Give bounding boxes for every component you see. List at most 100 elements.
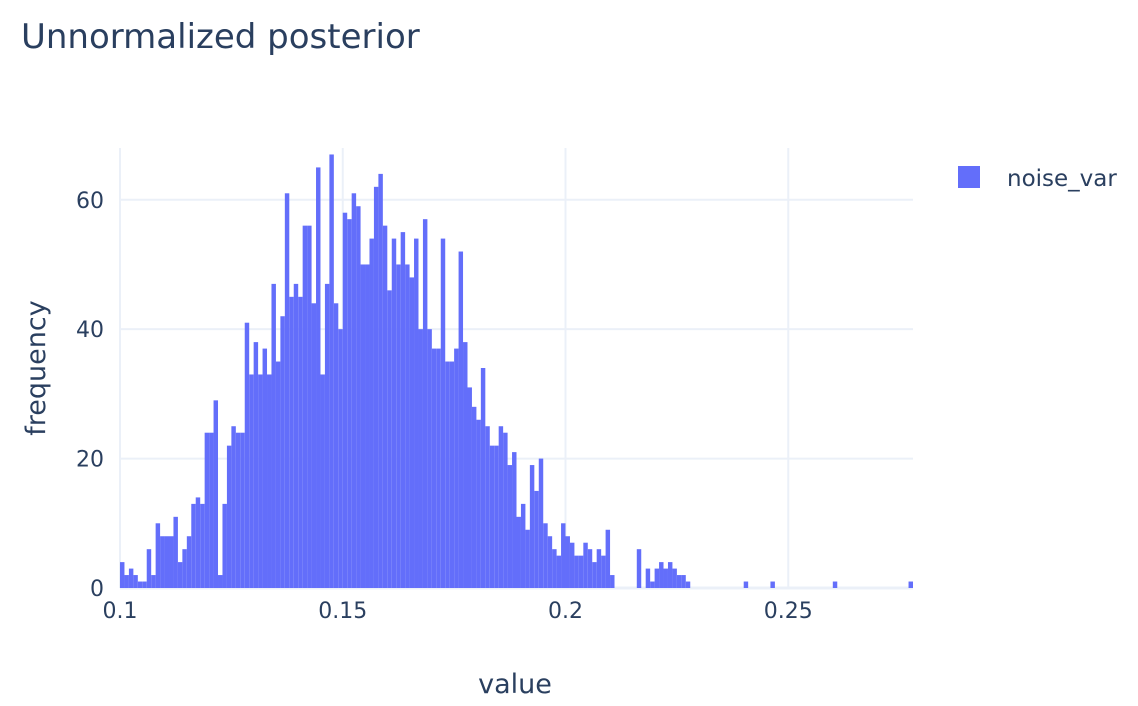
histogram-bar[interactable] [347,219,352,589]
histogram-bar[interactable] [391,238,397,588]
histogram-bar[interactable] [436,348,441,588]
histogram-bar[interactable] [311,303,317,588]
histogram-bar[interactable] [480,368,486,588]
histogram-bar[interactable] [316,167,321,589]
histogram-bar[interactable] [449,361,455,588]
histogram-bar[interactable] [458,251,464,588]
histogram-bar[interactable] [516,516,521,588]
histogram-bar[interactable] [120,562,125,588]
histogram-bar[interactable] [231,426,236,588]
histogram-bar[interactable] [427,329,432,588]
histogram-bar[interactable] [565,536,570,588]
histogram-bar[interactable] [414,238,419,588]
histogram-bar[interactable] [213,400,219,588]
histogram-bar[interactable] [667,562,673,588]
histogram-bar[interactable] [356,206,361,588]
histogram-bar[interactable] [218,575,223,588]
histogram-bar[interactable] [387,290,392,588]
histogram-bar[interactable] [605,529,611,588]
histogram-bar[interactable] [124,575,129,588]
histogram-bar[interactable] [743,581,749,588]
histogram-bar[interactable] [373,186,379,588]
histogram-bar[interactable] [463,342,468,588]
histogram-bar[interactable] [556,555,562,588]
histogram-bar[interactable] [529,465,535,588]
histogram-bar[interactable] [200,503,205,588]
histogram-bar[interactable] [503,432,508,588]
histogram-bar[interactable] [832,581,838,588]
histogram-bar[interactable] [525,529,530,588]
histogram-bar[interactable] [659,562,664,588]
histogram-bar[interactable] [275,361,281,588]
histogram-bar[interactable] [770,581,775,588]
histogram-bar[interactable] [186,536,192,588]
histogram-bar[interactable] [574,555,579,588]
histogram-bar[interactable] [342,212,348,589]
histogram-bar[interactable] [209,432,214,588]
histogram-bar[interactable] [601,555,606,588]
histogram-bar[interactable] [324,283,330,588]
histogram-bar[interactable] [182,549,187,588]
histogram-bar[interactable] [538,458,544,588]
histogram-bar[interactable] [307,225,312,588]
histogram-bar[interactable] [333,303,339,588]
histogram-bar[interactable] [685,581,691,588]
histogram-bar[interactable] [654,568,660,588]
histogram-bar[interactable] [396,264,401,588]
histogram-bar[interactable] [543,523,548,588]
histogram-bar[interactable] [476,419,481,588]
histogram-bar[interactable] [329,154,334,588]
histogram-bar[interactable] [151,575,156,588]
histogram-bar[interactable] [552,549,557,588]
histogram-bar[interactable] [422,219,428,589]
histogram-bar[interactable] [578,555,584,588]
histogram-bar[interactable] [284,193,290,588]
histogram-bar[interactable] [240,432,245,588]
histogram-bar[interactable] [298,296,303,588]
histogram-bar[interactable] [445,361,450,588]
histogram-bar[interactable] [489,445,495,588]
histogram-bar[interactable] [636,549,642,588]
histogram-bar[interactable] [351,193,357,588]
histogram-bar[interactable] [155,523,161,588]
histogram-bar[interactable] [369,238,374,588]
histogram-bar[interactable] [681,575,686,588]
histogram-bar[interactable] [293,283,299,588]
histogram-bar[interactable] [133,575,138,588]
histogram-bar[interactable] [128,568,134,588]
histogram-bar[interactable] [271,283,276,588]
histogram-bar[interactable] [360,264,366,588]
histogram-bar[interactable] [365,264,370,588]
histogram-bar[interactable] [663,568,668,588]
histogram-bar[interactable] [289,296,294,588]
histogram-bar[interactable] [204,432,210,588]
histogram-bar[interactable] [195,497,201,588]
histogram-bar[interactable] [164,536,170,588]
histogram-bar[interactable] [320,374,325,588]
histogram-bar[interactable] [382,225,388,588]
histogram-bar[interactable] [405,264,410,588]
histogram-bar[interactable] [494,445,499,588]
histogram-bar[interactable] [908,581,913,588]
histogram-bar[interactable] [561,523,566,588]
histogram-bar[interactable] [676,575,682,588]
histogram-bar[interactable] [592,562,597,588]
histogram-bar[interactable] [409,277,415,588]
histogram-bar[interactable] [471,406,477,588]
histogram-bar[interactable] [583,542,588,588]
histogram-bar[interactable] [454,348,459,588]
histogram-bar[interactable] [253,342,259,588]
histogram-bar[interactable] [534,490,539,588]
histogram-bar[interactable] [431,348,437,588]
histogram-bar[interactable] [418,329,423,588]
histogram-bar[interactable] [569,542,575,588]
histogram-bar[interactable] [378,173,383,588]
histogram-bar[interactable] [400,232,406,588]
histogram-bar[interactable] [137,581,143,588]
histogram-bar[interactable] [650,581,655,588]
histogram-bar[interactable] [645,568,651,588]
histogram-bar[interactable] [262,348,268,588]
histogram-bar[interactable] [177,562,183,588]
histogram-bar[interactable] [338,329,343,588]
histogram-bar[interactable] [596,549,602,588]
